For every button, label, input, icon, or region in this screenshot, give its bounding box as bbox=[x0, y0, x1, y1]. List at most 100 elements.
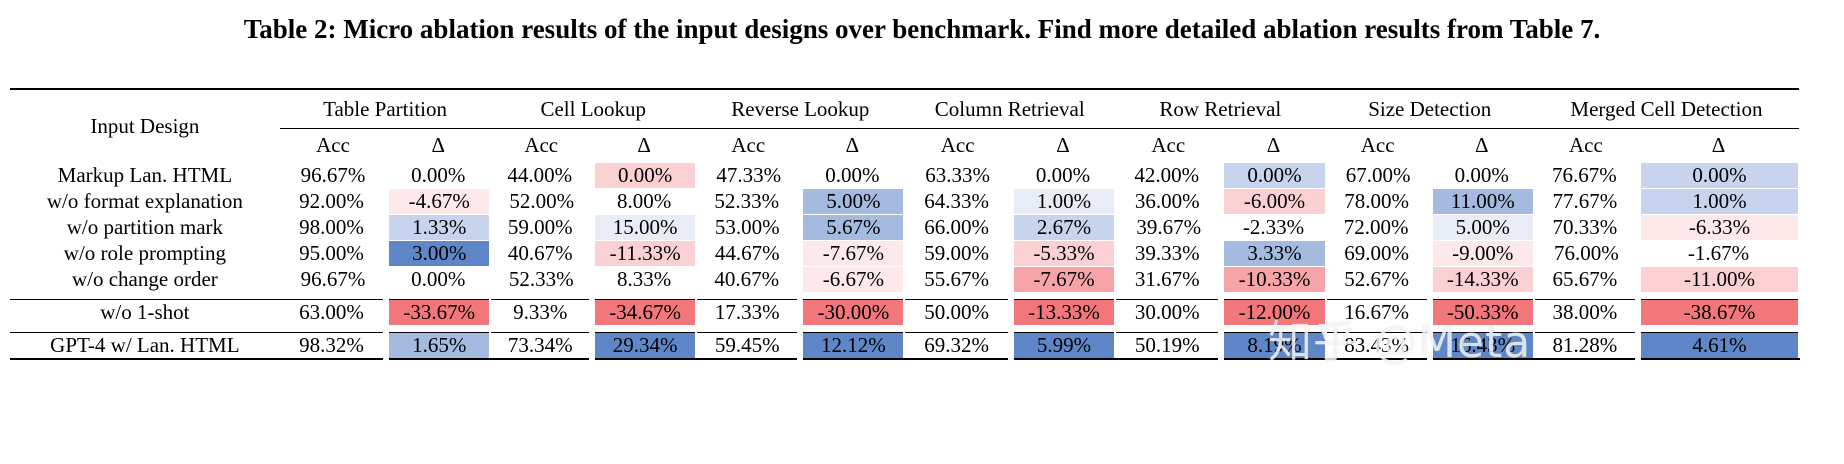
delta-cell: 29.34% bbox=[589, 332, 698, 360]
acc-cell: 96.67% bbox=[279, 266, 387, 292]
delta-cell: 12.12% bbox=[797, 332, 906, 360]
delta-cell: 8.33% bbox=[592, 266, 697, 292]
header-delta: Δ bbox=[1637, 128, 1799, 163]
group-separator bbox=[10, 292, 1799, 300]
delta-cell: 4.61% bbox=[1634, 332, 1801, 360]
delta-cell: -7.67% bbox=[797, 240, 906, 267]
acc-cell: 40.67% bbox=[696, 266, 801, 292]
header-input-design: Input Design bbox=[10, 88, 280, 163]
table-row: Markup Lan. HTML 96.67% 0.00% 44.00% 0.00% 47… bbox=[10, 162, 1801, 189]
header-delta: Δ bbox=[800, 128, 905, 163]
row-label: Markup Lan. HTML bbox=[10, 162, 280, 189]
table-caption: Table 2: Micro ablation results of the i… bbox=[243, 14, 1601, 44]
delta-cell: 0.00% bbox=[1218, 162, 1327, 189]
acc-cell: 63.33% bbox=[904, 162, 1011, 189]
acc-cell: 30.00% bbox=[1115, 299, 1222, 325]
delta-cell: 1.00% bbox=[1634, 188, 1801, 215]
acc-cell: 53.00% bbox=[696, 214, 801, 241]
delta-cell: 15.00% bbox=[589, 214, 698, 241]
acc-cell: 64.33% bbox=[904, 188, 1011, 215]
acc-cell: 52.67% bbox=[1325, 266, 1430, 292]
acc-cell: 69.00% bbox=[1325, 240, 1430, 267]
acc-cell: 77.67% bbox=[1533, 188, 1638, 215]
delta-cell: -34.67% bbox=[589, 299, 698, 325]
delta-cell: -38.67% bbox=[1634, 299, 1801, 325]
acc-cell: 55.67% bbox=[904, 266, 1011, 292]
delta-cell: -13.33% bbox=[1007, 299, 1117, 325]
delta-cell: 0.00% bbox=[1010, 162, 1116, 189]
acc-cell: 40.67% bbox=[490, 240, 593, 267]
table-row: w/o partition mark 98.00% 1.33% 59.00% 15.00… bbox=[10, 214, 1801, 241]
row-label: w/o 1-shot bbox=[10, 299, 280, 325]
delta-cell: -50.33% bbox=[1426, 299, 1535, 325]
header-acc: Acc bbox=[1533, 128, 1638, 163]
acc-cell: 42.00% bbox=[1115, 162, 1222, 189]
delta-cell: 3.33% bbox=[1218, 240, 1327, 267]
acc-cell: 31.67% bbox=[1115, 266, 1222, 292]
acc-cell: 78.00% bbox=[1325, 188, 1430, 215]
acc-cell: 95.00% bbox=[279, 240, 387, 267]
header-delta: Δ bbox=[1221, 128, 1326, 163]
delta-cell: 5.67% bbox=[797, 214, 906, 241]
header-acc: Acc bbox=[1325, 128, 1430, 163]
acc-cell: 52.33% bbox=[490, 266, 593, 292]
delta-cell: -12.00% bbox=[1218, 299, 1327, 325]
delta-cell: -30.00% bbox=[797, 299, 906, 325]
row-label: w/o change order bbox=[10, 266, 280, 292]
header-task: Merged Cell Detection bbox=[1533, 88, 1799, 129]
header-acc: Acc bbox=[279, 128, 387, 163]
acc-cell: 39.33% bbox=[1115, 240, 1222, 267]
header-acc: Acc bbox=[1115, 128, 1222, 163]
delta-cell: -14.33% bbox=[1426, 266, 1535, 292]
header-acc: Acc bbox=[490, 128, 593, 163]
delta-cell: 1.00% bbox=[1007, 188, 1117, 215]
delta-cell: 8.00% bbox=[592, 188, 697, 215]
watermark: 知乎 @Meta bbox=[1268, 317, 1532, 368]
row-label: w/o role prompting bbox=[10, 240, 280, 267]
delta-cell: -33.67% bbox=[383, 299, 492, 325]
acc-cell: 52.33% bbox=[696, 188, 801, 215]
table-row: w/o format explanation 92.00% -4.67% 52.00%… bbox=[10, 188, 1801, 215]
delta-cell: -9.00% bbox=[1426, 240, 1535, 267]
delta-cell: 0.00% bbox=[1429, 162, 1534, 189]
table-row: w/o role prompting 95.00% 3.00% 40.67% -11.3… bbox=[10, 240, 1799, 267]
acc-cell: 67.00% bbox=[1325, 162, 1430, 189]
delta-cell: -1.67% bbox=[1637, 240, 1799, 267]
delta-cell: 0.00% bbox=[386, 162, 491, 189]
acc-cell: 39.67% bbox=[1115, 214, 1222, 241]
ablation-table: Input Design Table Partition Cell Lookup… bbox=[10, 88, 1801, 360]
acc-cell: 96.67% bbox=[279, 162, 387, 189]
delta-cell: 11.00% bbox=[1426, 188, 1535, 215]
acc-cell: 36.00% bbox=[1115, 188, 1222, 215]
acc-cell: 16.67% bbox=[1325, 299, 1430, 325]
table-row: GPT-4 w/ Lan. HTML 98.32% 1.65% 73.34% 29.34… bbox=[10, 332, 1801, 360]
header-task: Reverse Lookup bbox=[696, 88, 905, 129]
header-delta: Δ bbox=[1429, 128, 1534, 163]
header-delta: Δ bbox=[1010, 128, 1116, 163]
delta-cell: 0.00% bbox=[800, 162, 905, 189]
acc-cell: 59.00% bbox=[904, 240, 1011, 267]
acc-cell: 59.45% bbox=[696, 332, 801, 360]
header-delta: Δ bbox=[386, 128, 491, 163]
acc-cell: 76.00% bbox=[1533, 240, 1638, 267]
delta-cell: -6.00% bbox=[1218, 188, 1327, 215]
delta-cell: -11.33% bbox=[589, 240, 698, 267]
acc-cell: 47.33% bbox=[696, 162, 801, 189]
acc-cell: 59.00% bbox=[490, 214, 593, 241]
header-task: Row Retrieval bbox=[1115, 88, 1326, 129]
delta-cell: -10.33% bbox=[1218, 266, 1327, 292]
delta-cell: 5.00% bbox=[797, 188, 906, 215]
header-acc: Acc bbox=[904, 128, 1011, 163]
acc-cell: 9.33% bbox=[490, 299, 593, 325]
header-task: Cell Lookup bbox=[490, 88, 697, 129]
acc-cell: 65.67% bbox=[1533, 266, 1638, 292]
acc-cell: 63.00% bbox=[279, 299, 387, 325]
row-label: GPT-4 w/ Lan. HTML bbox=[10, 332, 280, 360]
delta-cell: 8.19% bbox=[1218, 332, 1327, 360]
acc-cell: 98.00% bbox=[279, 214, 387, 241]
delta-cell: 3.00% bbox=[383, 240, 492, 267]
delta-cell: 1.65% bbox=[383, 332, 492, 360]
row-label: w/o format explanation bbox=[10, 188, 280, 215]
acc-cell: 70.33% bbox=[1533, 214, 1638, 241]
delta-cell: 0.00% bbox=[1634, 162, 1801, 189]
